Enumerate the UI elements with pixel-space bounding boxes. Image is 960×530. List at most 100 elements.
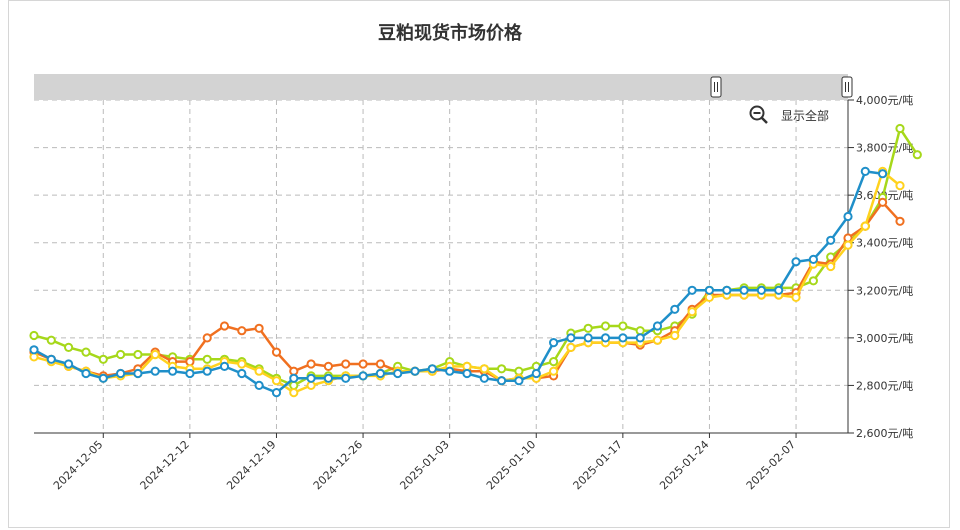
data-point[interactable] bbox=[219, 361, 230, 371]
data-point[interactable] bbox=[341, 373, 351, 383]
data-point[interactable] bbox=[808, 276, 819, 286]
data-point[interactable] bbox=[168, 366, 178, 376]
data-point[interactable] bbox=[600, 333, 611, 343]
data-point[interactable] bbox=[497, 376, 507, 386]
data-point[interactable] bbox=[393, 368, 403, 379]
data-point[interactable] bbox=[895, 181, 905, 191]
data-point[interactable] bbox=[549, 366, 559, 376]
zoom-slider-track[interactable] bbox=[34, 74, 848, 100]
data-point[interactable] bbox=[271, 388, 282, 398]
data-point[interactable] bbox=[826, 261, 836, 272]
data-point[interactable] bbox=[514, 376, 524, 386]
data-point[interactable] bbox=[64, 359, 74, 369]
data-point[interactable] bbox=[185, 357, 195, 367]
data-point[interactable] bbox=[133, 368, 143, 379]
zoom-slider-left-handle[interactable] bbox=[710, 76, 722, 98]
data-point[interactable] bbox=[462, 368, 472, 379]
data-point[interactable] bbox=[219, 321, 230, 331]
data-point[interactable] bbox=[618, 333, 628, 343]
data-point[interactable] bbox=[29, 330, 39, 341]
data-point[interactable] bbox=[912, 150, 922, 160]
data-point[interactable] bbox=[29, 345, 39, 355]
data-point[interactable] bbox=[739, 285, 749, 295]
data-point[interactable] bbox=[826, 235, 836, 245]
data-point[interactable] bbox=[843, 240, 853, 250]
data-point[interactable] bbox=[445, 366, 455, 376]
data-point[interactable] bbox=[306, 373, 316, 383]
data-point[interactable] bbox=[878, 197, 888, 207]
data-point[interactable] bbox=[497, 364, 507, 374]
data-point[interactable] bbox=[254, 380, 264, 390]
data-point[interactable] bbox=[289, 373, 299, 383]
data-point[interactable] bbox=[704, 285, 715, 295]
data-point[interactable] bbox=[583, 323, 593, 333]
data-point[interactable] bbox=[202, 366, 212, 376]
data-point[interactable] bbox=[583, 333, 593, 343]
zoom-slider-right-handle[interactable] bbox=[841, 76, 853, 98]
data-point[interactable] bbox=[549, 357, 559, 367]
data-point[interactable] bbox=[150, 366, 160, 376]
data-point[interactable] bbox=[323, 373, 333, 383]
data-point[interactable] bbox=[566, 342, 576, 352]
data-point[interactable] bbox=[687, 307, 697, 317]
data-point[interactable] bbox=[81, 347, 91, 357]
data-point[interactable] bbox=[687, 285, 697, 295]
data-point[interactable] bbox=[670, 330, 680, 341]
data-point[interactable] bbox=[878, 169, 888, 179]
data-point[interactable] bbox=[116, 368, 126, 379]
data-point[interactable] bbox=[427, 364, 437, 374]
data-point[interactable] bbox=[289, 388, 299, 398]
data-point[interactable] bbox=[791, 257, 801, 267]
data-point[interactable] bbox=[133, 349, 143, 360]
data-point[interactable] bbox=[64, 342, 74, 352]
data-point[interactable] bbox=[566, 333, 576, 343]
data-point[interactable] bbox=[46, 354, 56, 364]
data-point[interactable] bbox=[774, 285, 784, 295]
data-point[interactable] bbox=[237, 326, 247, 336]
data-point[interactable] bbox=[600, 321, 611, 331]
data-point[interactable] bbox=[81, 368, 91, 379]
data-point[interactable] bbox=[98, 354, 108, 364]
data-point[interactable] bbox=[652, 335, 663, 345]
data-point[interactable] bbox=[375, 368, 385, 379]
data-point[interactable] bbox=[479, 364, 489, 374]
data-point[interactable] bbox=[860, 221, 870, 231]
data-point[interactable] bbox=[323, 361, 333, 371]
data-point[interactable] bbox=[843, 211, 853, 222]
data-point[interactable] bbox=[410, 366, 420, 376]
data-point[interactable] bbox=[237, 359, 247, 369]
data-point[interactable] bbox=[185, 368, 195, 379]
data-point[interactable] bbox=[756, 285, 767, 295]
data-point[interactable] bbox=[202, 333, 212, 343]
data-point[interactable] bbox=[46, 335, 56, 345]
data-point[interactable] bbox=[375, 359, 385, 369]
data-point[interactable] bbox=[271, 376, 282, 386]
data-point[interactable] bbox=[618, 321, 628, 331]
data-point[interactable] bbox=[895, 216, 905, 226]
data-point[interactable] bbox=[254, 323, 264, 333]
data-point[interactable] bbox=[652, 321, 663, 331]
data-point[interactable] bbox=[479, 373, 489, 383]
data-point[interactable] bbox=[722, 285, 732, 295]
data-point[interactable] bbox=[254, 366, 264, 376]
data-point[interactable] bbox=[635, 333, 645, 343]
zoom-slider[interactable] bbox=[34, 74, 853, 100]
data-point[interactable] bbox=[202, 354, 212, 364]
data-point[interactable] bbox=[808, 254, 819, 264]
data-point[interactable] bbox=[306, 359, 316, 369]
data-point[interactable] bbox=[895, 123, 905, 134]
data-point[interactable] bbox=[791, 292, 801, 302]
data-point[interactable] bbox=[271, 347, 282, 357]
data-point[interactable] bbox=[150, 349, 160, 360]
data-point[interactable] bbox=[860, 166, 870, 176]
data-point[interactable] bbox=[670, 304, 680, 314]
data-point[interactable] bbox=[531, 368, 541, 379]
data-point[interactable] bbox=[358, 359, 368, 369]
data-point[interactable] bbox=[116, 349, 126, 360]
data-point[interactable] bbox=[358, 371, 368, 381]
data-point[interactable] bbox=[635, 326, 645, 336]
data-point[interactable] bbox=[341, 359, 351, 369]
data-point[interactable] bbox=[98, 373, 108, 383]
reset-zoom-button[interactable]: 显示全部 bbox=[749, 105, 830, 124]
data-point[interactable] bbox=[237, 368, 247, 379]
